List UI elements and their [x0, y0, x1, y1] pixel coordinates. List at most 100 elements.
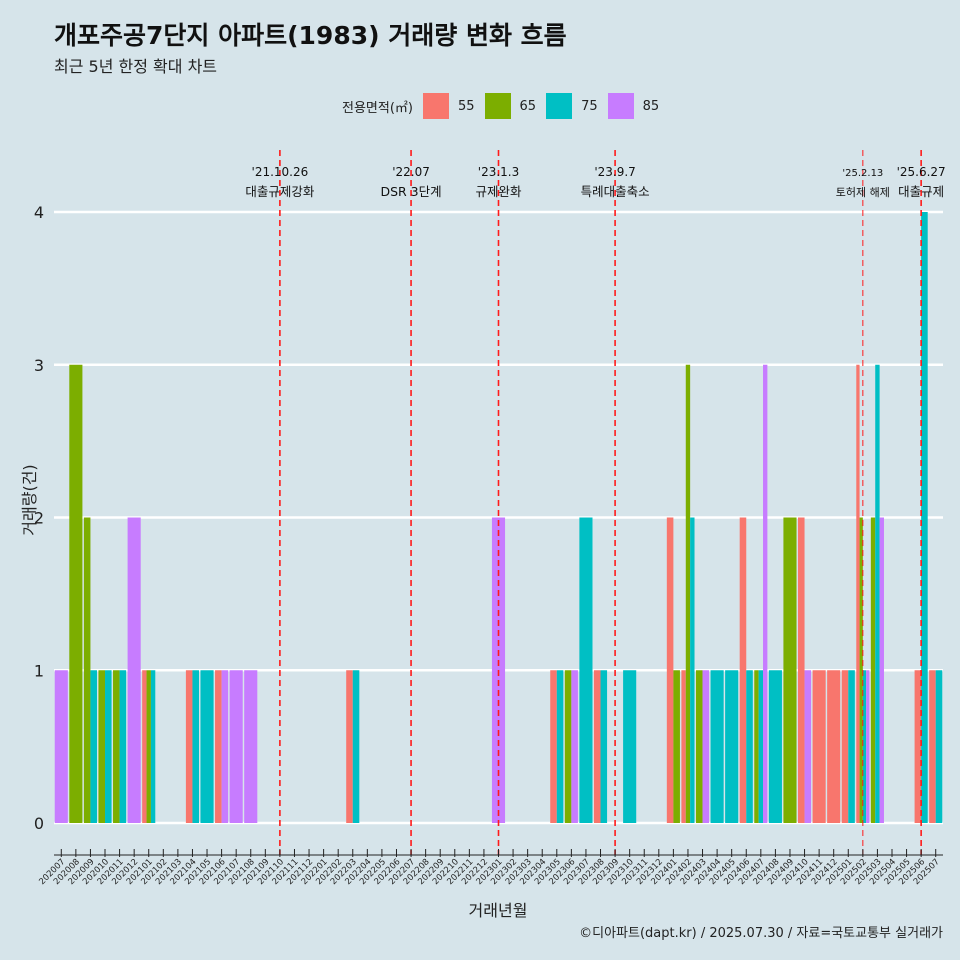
bar-75-202503 [875, 364, 880, 823]
legend-item-55: 55 [422, 93, 475, 119]
bar-75-202009 [90, 670, 97, 823]
event-date-label: '25.6.27 [897, 165, 946, 179]
bar-55-202410 [797, 517, 805, 823]
bar-55-202203 [346, 670, 353, 823]
legend: 전용면적(㎡) 55 65 75 85 [342, 92, 669, 120]
bar-55-202506 [914, 670, 922, 823]
bar-75-202406 [746, 670, 753, 823]
event-label: 토허제 해제 [836, 185, 890, 199]
bar-75-202310 [623, 670, 637, 823]
bar-55-202412 [827, 670, 841, 823]
bar-75-202502 [862, 670, 867, 823]
x-axis-title: 거래년월 [468, 901, 528, 920]
bar-75-202407 [758, 670, 764, 823]
bar-75-202011 [119, 670, 127, 823]
bar-65-202409 [783, 517, 797, 823]
bar-55-202401 [666, 517, 674, 823]
legend-label-85: 85 [642, 98, 660, 114]
bar-65-202101 [146, 670, 151, 823]
bar-65-202407 [754, 670, 759, 823]
event-date-label: '23.9.7 [594, 165, 635, 179]
bar-65-202401 [673, 670, 680, 823]
event-label: 대출규제 [898, 184, 944, 199]
y-tick-label: 4 [34, 203, 44, 222]
legend-item-85: 85 [607, 93, 660, 119]
event-date-label: '25.2.13 [842, 168, 883, 179]
bar-85-202107 [229, 670, 243, 823]
event-label: 대출규제강화 [245, 184, 315, 199]
y-tick-label: 1 [34, 661, 44, 680]
event-date-label: '23.1.3 [478, 165, 519, 179]
bar-75-202404 [710, 670, 724, 823]
bar-75-202506 [921, 212, 928, 823]
bar-75-202501 [848, 670, 855, 823]
y-tick-label: 0 [34, 814, 44, 833]
legend-swatch-85 [607, 93, 634, 119]
y-tick-label: 2 [34, 509, 44, 528]
event-date-label: '22.07 [392, 165, 430, 179]
bar-65-202503 [870, 517, 876, 823]
bar-75-202305 [556, 670, 564, 823]
bar-55-202406 [739, 517, 747, 823]
bar-55-202507 [929, 670, 936, 823]
bar-65-202402 [685, 364, 691, 823]
bar-55-202104 [185, 670, 193, 823]
bar-85-202007 [54, 670, 68, 823]
event-label: 규제완화 [475, 184, 522, 199]
bar-65-202011 [113, 670, 120, 823]
bar-65-202008 [69, 364, 83, 823]
bar-55-202305 [550, 670, 557, 823]
bar-75-202507 [935, 670, 943, 823]
bar-85-202503 [879, 517, 884, 823]
event-label: 특례대출축소 [581, 184, 650, 199]
bar-75-202105 [200, 670, 214, 823]
bar-75-202408 [768, 670, 782, 823]
caption: ©디아파트(dapt.kr) / 2025.07.30 / 자료=국토교통부 실… [579, 926, 943, 941]
legend-label-75: 75 [581, 98, 598, 114]
legend-swatch-65 [484, 93, 511, 119]
chart-title: 개포주공7단지 아파트(1983) 거래량 변화 흐름 [54, 21, 567, 50]
bar-75-202010 [105, 670, 112, 823]
event-date-label: '21.10.26 [252, 165, 309, 179]
event-label: DSR 3단계 [380, 184, 441, 199]
annotations: '21.10.26 대출규제강화 '22.07 DSR 3단계 '23.1.3 규제완화 '… [245, 150, 946, 855]
bar-75-202203 [352, 670, 360, 823]
legend-item-65: 65 [484, 93, 537, 119]
bar-55-202501 [841, 670, 849, 823]
bar-75-202104 [192, 670, 200, 823]
bar-85-202108 [244, 670, 258, 823]
legend-title: 전용면적(㎡) [342, 100, 413, 116]
bar-75-202402 [690, 517, 695, 823]
bar-65-202403 [695, 670, 703, 823]
bar-85-202407 [763, 364, 768, 823]
legend-label-65: 65 [519, 98, 537, 114]
bar-55-202402 [681, 670, 686, 823]
bar-75-202101 [150, 670, 156, 823]
bar-85-202306 [571, 670, 578, 823]
legend-item-75: 75 [546, 93, 598, 119]
bar-55-202106 [215, 670, 222, 823]
chart-subtitle: 최근 5년 한정 확대 차트 [54, 57, 218, 76]
bar-75-202307 [579, 517, 593, 823]
bar-85-202012 [127, 517, 141, 823]
bar-65-202010 [98, 670, 106, 823]
bar-65-202502 [859, 517, 863, 823]
legend-swatch-75 [546, 93, 573, 119]
bar-75-202308 [600, 670, 608, 823]
bars [54, 212, 943, 823]
bar-65-202009 [83, 517, 91, 823]
y-tick-label: 3 [34, 356, 44, 375]
legend-swatch-55 [422, 93, 449, 119]
bar-75-202405 [725, 670, 739, 823]
bar-55-202411 [812, 670, 826, 823]
bar-65-202306 [564, 670, 572, 823]
y-axis-title: 거래량(건) [20, 464, 39, 536]
legend-label-55: 55 [457, 98, 475, 114]
bar-85-202410 [804, 670, 812, 823]
bar-55-202308 [593, 670, 601, 823]
bar-55-202101 [142, 670, 147, 823]
bar-85-202106 [221, 670, 229, 823]
bar-55-202502 [856, 364, 860, 823]
bar-85-202502 [866, 670, 870, 823]
